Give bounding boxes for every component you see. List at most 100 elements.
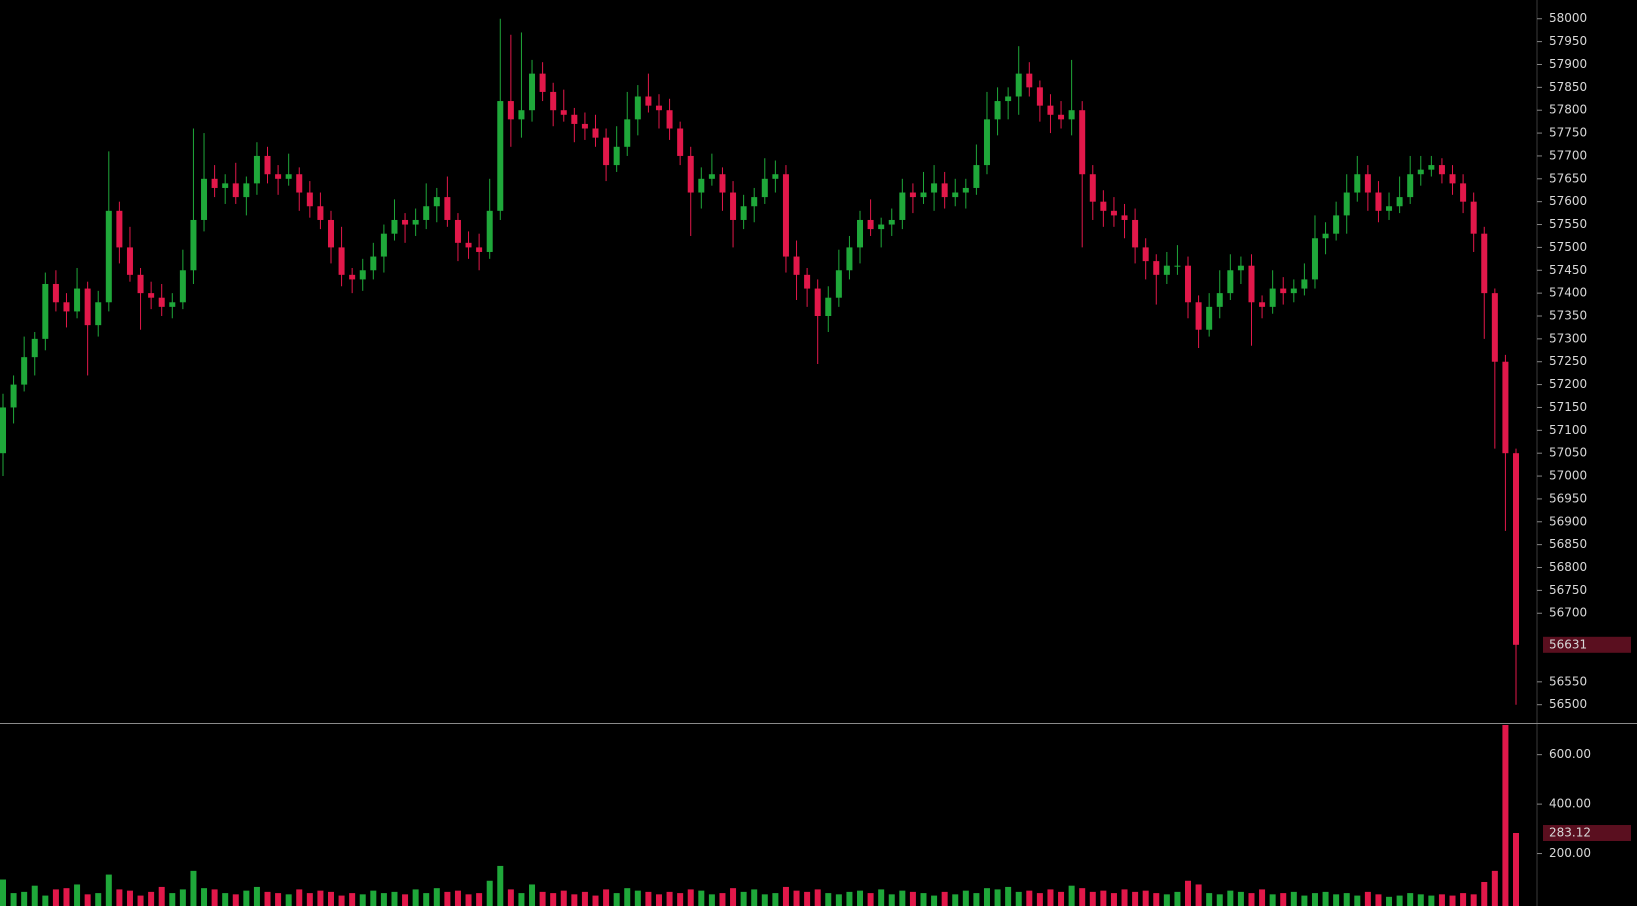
volume-bar <box>317 890 324 906</box>
volume-bar <box>624 888 631 906</box>
volume-bar <box>973 893 980 906</box>
y-tick-label: 57400 <box>1549 286 1587 300</box>
candle-body <box>1333 215 1340 234</box>
candle-body <box>1005 96 1012 102</box>
volume-bar <box>179 889 186 906</box>
volume-bar <box>95 893 102 906</box>
volume-bar <box>1449 895 1456 906</box>
volume-bar <box>1428 895 1435 906</box>
volume-bar <box>603 889 610 906</box>
y-tick-label: 57000 <box>1549 469 1587 483</box>
candle-body <box>1185 265 1192 303</box>
candle-body <box>719 174 726 193</box>
volume-bar <box>645 891 652 906</box>
volume-bar <box>1058 891 1065 906</box>
volume-bar <box>804 891 811 906</box>
volume-bar <box>190 870 197 906</box>
y-tick-label: 57750 <box>1549 126 1587 140</box>
y-tick-label: 57350 <box>1549 308 1587 322</box>
volume-bar <box>444 891 451 906</box>
candle-body <box>761 178 768 198</box>
y-tick-label: 57250 <box>1549 354 1587 368</box>
volume-bar <box>846 891 853 906</box>
candle-body <box>518 110 525 120</box>
candle-body <box>148 293 155 298</box>
volume-bar <box>793 890 800 906</box>
y-tick-label: 57500 <box>1549 240 1587 254</box>
volume-bar <box>983 888 990 906</box>
volume-bar <box>835 894 842 906</box>
volume-bar <box>1417 894 1424 906</box>
volume-bar <box>296 889 303 906</box>
candle-body <box>370 256 377 271</box>
candle-body <box>338 247 345 275</box>
volume-bar <box>1396 895 1403 906</box>
candle-body <box>920 192 927 198</box>
candle-body <box>867 219 874 230</box>
candle-body <box>655 105 662 111</box>
y-tick-label: 57700 <box>1549 148 1587 162</box>
candle-body <box>708 174 715 179</box>
volume-bar <box>402 894 409 906</box>
volume-bar <box>1015 891 1022 906</box>
volume-bar <box>1068 885 1075 906</box>
volume-bar <box>1227 890 1234 906</box>
candle-body <box>973 165 980 188</box>
candle-body <box>751 197 758 207</box>
volume-bar <box>1513 833 1519 906</box>
volume-bar <box>698 890 705 906</box>
y-tick-label: 57600 <box>1549 194 1587 208</box>
candle-body <box>275 174 282 179</box>
candle-body <box>909 192 916 198</box>
candle-body <box>1047 105 1054 115</box>
candle-body <box>878 224 885 230</box>
candle-body <box>592 128 599 138</box>
candle-body <box>211 178 218 188</box>
candle-body <box>105 210 112 303</box>
volume-bar <box>222 893 229 906</box>
volume-bar <box>169 893 176 906</box>
volume-bar <box>751 889 758 906</box>
volume-bar <box>1470 894 1477 906</box>
candle-body <box>1227 270 1234 294</box>
candle-body <box>169 302 176 307</box>
y-tick-label: 56750 <box>1549 583 1587 597</box>
volume-bar <box>857 890 864 906</box>
volume-bar <box>1248 893 1255 906</box>
candle-body <box>116 210 123 248</box>
candle-body <box>507 101 514 120</box>
candle-body <box>21 357 28 385</box>
volume-bar <box>391 891 398 906</box>
candle-body <box>296 174 303 193</box>
volume-bar <box>1364 891 1371 906</box>
volume-bar <box>909 891 916 906</box>
volume-bar <box>539 891 546 906</box>
candle-body <box>317 206 324 220</box>
volume-bar <box>412 889 419 906</box>
candle-body <box>63 302 70 312</box>
candle-body <box>412 219 419 225</box>
y-tick-label: 57550 <box>1549 217 1587 231</box>
candle-body <box>529 73 536 111</box>
candle-body <box>793 256 800 275</box>
candle-body <box>1491 293 1498 362</box>
candle-body <box>687 155 694 193</box>
candle-body <box>444 197 451 220</box>
candle-body <box>1216 293 1223 307</box>
candle-body <box>1142 247 1149 262</box>
candle-body <box>1428 165 1435 170</box>
candle-body <box>581 123 588 129</box>
volume-bar <box>888 894 895 906</box>
volume-bar <box>560 890 567 906</box>
candle-body <box>190 219 197 271</box>
candle-body <box>698 178 705 193</box>
volume-bar <box>1174 891 1181 906</box>
volume-bar <box>687 889 694 906</box>
volume-bar <box>761 894 768 906</box>
volume-bar <box>42 895 49 906</box>
volume-bar <box>370 890 377 906</box>
candle-body <box>740 206 747 220</box>
volume-bar <box>1333 894 1340 906</box>
candle-body <box>137 274 144 294</box>
